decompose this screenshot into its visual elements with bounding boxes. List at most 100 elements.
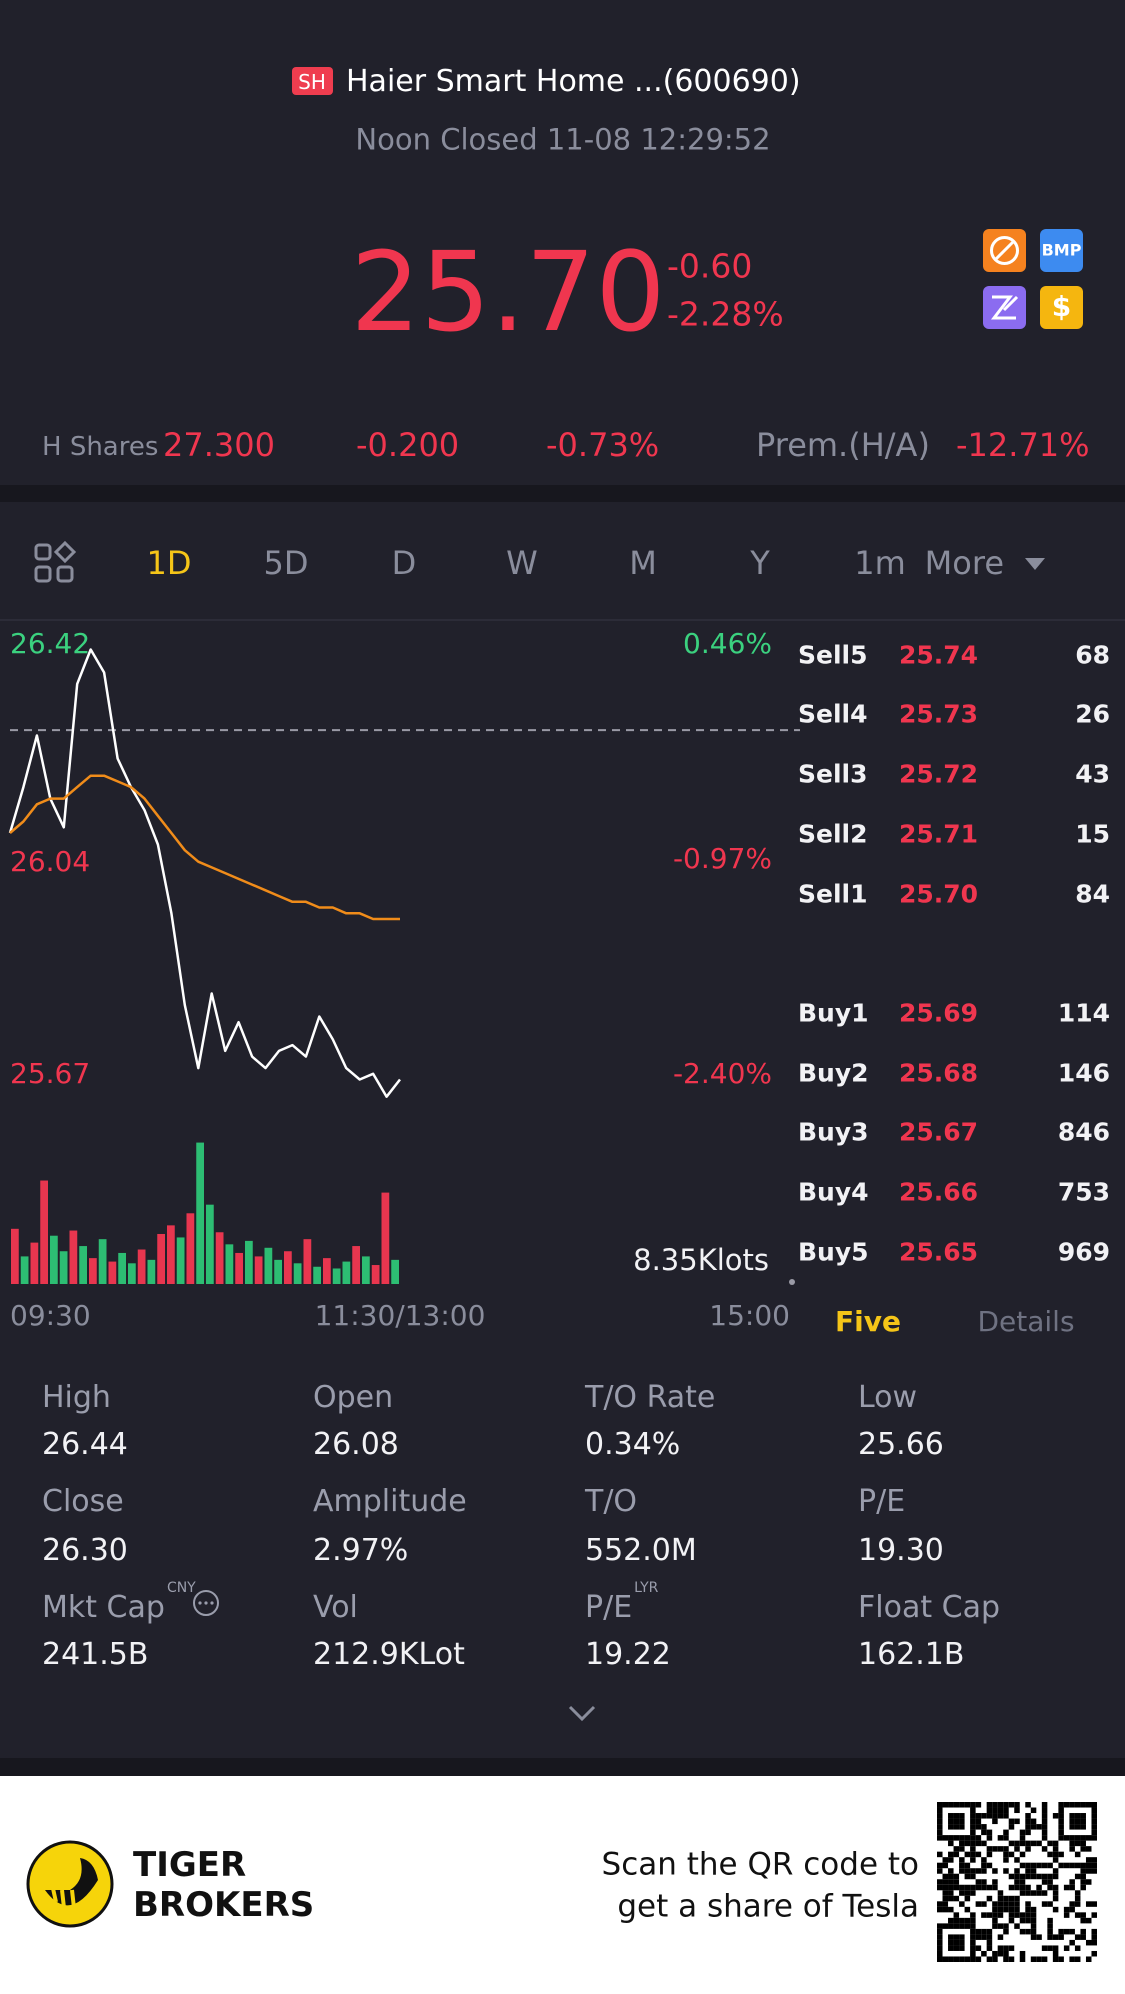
info-icon[interactable] [193,1590,219,1616]
order-qty: 146 [1057,1058,1110,1088]
qr-module [959,1923,965,1929]
volume-bar [303,1239,312,1284]
period-tab[interactable]: More [924,544,1004,582]
order-price: 25.71 [899,819,979,849]
qr-module [1085,1846,1092,1852]
order-level: Sell4 [798,699,868,729]
premium-value: -12.71% [956,426,1090,464]
period-tab[interactable]: 1m [854,544,906,582]
qr-module [1074,1813,1081,1819]
volume-bar [254,1256,263,1284]
qr-module [959,1818,965,1825]
stat-label: High [42,1380,111,1415]
qr-module [1030,1807,1037,1814]
order-price: 25.69 [899,998,979,1028]
icon-grid[interactable] [34,540,77,583]
qr-module [1047,1840,1053,1847]
stat-label: T/O [585,1484,638,1519]
qr-module [942,1895,949,1902]
qr-module [992,1818,998,1825]
qr-module [1074,1851,1081,1858]
qr-module [1041,1873,1048,1880]
price-change-pct: -2.28% [667,294,784,334]
qr-module [1080,1862,1086,1869]
qr-module [959,1862,965,1869]
qr-module [1052,1840,1059,1847]
qr-module [1069,1862,1075,1869]
qr-module [964,1851,971,1858]
qr-module [937,1934,943,1940]
book-tab[interactable]: Details [977,1305,1075,1338]
qr-module [1047,1851,1053,1858]
qr-module [975,1818,982,1825]
qr-module [986,1928,993,1935]
icon-part [204,1601,208,1605]
qr-module [959,1813,965,1819]
qr-module [937,1829,943,1836]
qr-module [953,1846,960,1852]
qr-module [986,1846,993,1852]
qr-module [942,1879,949,1885]
qr-code [937,1802,1097,1962]
qr-module [981,1901,987,1907]
period-tab[interactable]: 1D [146,544,192,582]
qr-module [1047,1923,1053,1929]
qr-module [992,1802,998,1808]
qr-module [975,1928,982,1935]
expand-chevron[interactable] [568,1705,596,1722]
qr-module [1080,1835,1086,1841]
period-tab[interactable]: W [506,544,538,582]
qr-module [1085,1917,1092,1924]
promo-text: get a share of Tesla [617,1888,919,1925]
qr-module [986,1945,993,1951]
qr-module [1019,1835,1026,1841]
qr-module [1085,1802,1092,1808]
qr-module [937,1868,943,1874]
qr-module [953,1879,960,1885]
qr-module [1025,1890,1031,1896]
qr-module [1069,1928,1075,1935]
order-qty: 43 [1075,759,1110,789]
qr-module [1003,1950,1009,1957]
order-level: Buy5 [798,1237,869,1267]
qr-module [959,1802,965,1808]
volume-bar [50,1235,58,1284]
qr-module [1025,1901,1031,1907]
qr-module [1080,1824,1086,1830]
volume-bar [157,1233,165,1284]
icon-part [56,565,74,583]
book-tab[interactable]: Five [835,1305,901,1338]
qr-module [1069,1939,1075,1946]
order-price: 25.66 [899,1177,979,1207]
qr-module [1052,1873,1059,1880]
qr-module [1003,1807,1009,1814]
qr-module [942,1956,949,1962]
qr-module [948,1802,954,1808]
qr-module [959,1824,965,1830]
qr-module [937,1824,943,1830]
last-price: 25.70 [350,228,666,356]
volume-bar [89,1258,97,1284]
qr-module [1085,1956,1092,1962]
order-qty: 114 [1057,998,1110,1028]
qr-module [997,1945,1004,1951]
qr-module [970,1851,976,1858]
y2-tick-label: -2.40% [673,1057,772,1090]
qr-module [942,1906,949,1913]
order-qty: 969 [1057,1237,1110,1267]
qr-module [1069,1846,1075,1852]
qr-module [1085,1835,1092,1841]
qr-module [970,1807,976,1814]
period-tab[interactable]: Y [750,544,770,582]
period-tab[interactable]: 5D [263,544,309,582]
qr-module [1069,1835,1075,1841]
logo-tail [45,1858,98,1906]
qr-module [1091,1807,1097,1814]
qr-module [1008,1901,1015,1907]
qr-module [1069,1818,1075,1825]
period-tab[interactable]: M [629,544,657,582]
qr-module [1074,1890,1081,1896]
qr-module [937,1813,943,1819]
period-tab[interactable]: D [391,544,417,582]
